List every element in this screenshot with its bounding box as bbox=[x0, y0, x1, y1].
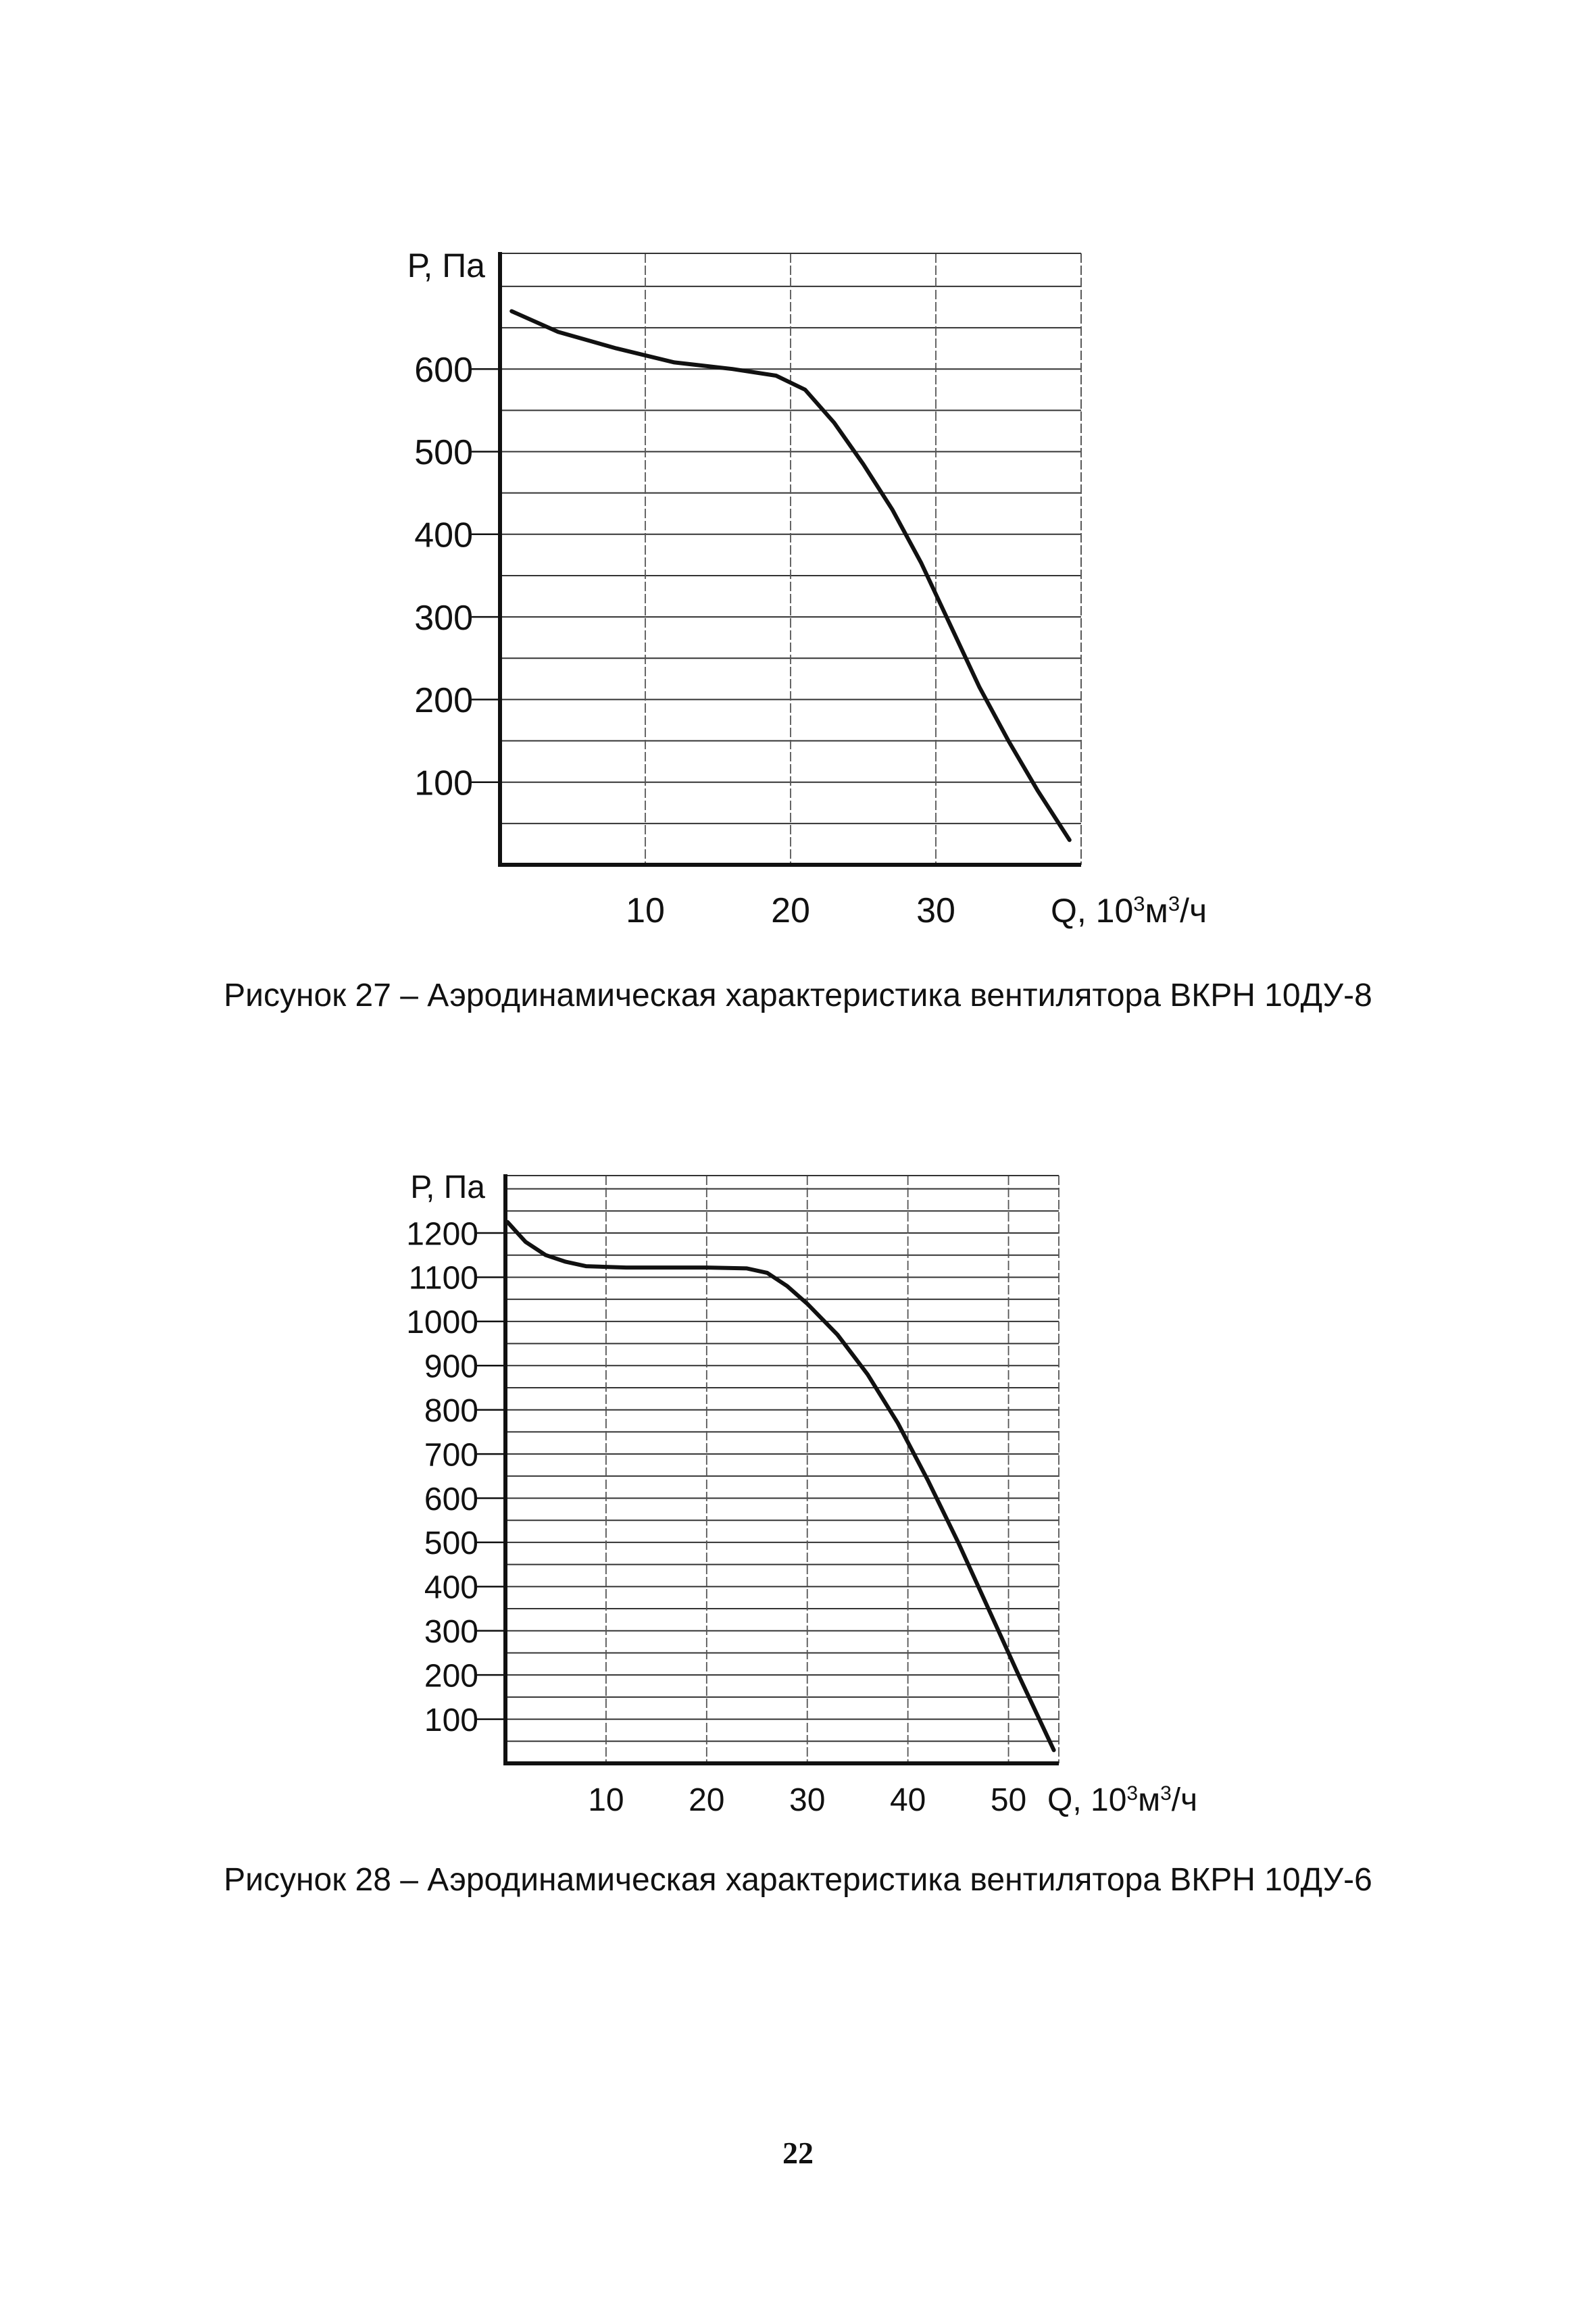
x-tick-label: 30 bbox=[789, 1782, 825, 1818]
y-tick-label: 1100 bbox=[409, 1261, 478, 1297]
page-number: 22 bbox=[782, 2136, 814, 2170]
y-tick-label: 900 bbox=[424, 1349, 478, 1385]
series-line bbox=[505, 1219, 1056, 1753]
y-tick-label: 800 bbox=[424, 1393, 478, 1429]
y-tick-label: 200 bbox=[424, 1658, 478, 1694]
y-tick-label: 400 bbox=[424, 1570, 478, 1606]
chart-fig27: 100 200 300 400 500 600 10 20 30 Р, Па Q, 103м3/ч bbox=[407, 247, 1207, 930]
x-axis-label: Q, 103м3/ч bbox=[1051, 892, 1207, 930]
x-tick-label: 40 bbox=[890, 1782, 926, 1818]
y-axis-label: Р, Па bbox=[410, 1169, 485, 1205]
y-tick-label: 300 bbox=[424, 1614, 478, 1650]
x-tick-label: 10 bbox=[626, 891, 665, 930]
y-tick-label: 500 bbox=[414, 433, 473, 472]
y-tick-label: 200 bbox=[414, 681, 473, 720]
y-tick-label: 600 bbox=[414, 351, 473, 390]
series-line bbox=[509, 309, 1072, 842]
chart-fig28: 100 200 300 400 500 600 700 800 900 1000 1100 1200 1… bbox=[406, 1169, 1197, 1819]
y-tick-label: 400 bbox=[414, 516, 473, 555]
y-axis-label: Р, Па bbox=[407, 247, 486, 284]
caption-fig28: Рисунок 28 – Аэродинамическая характерис… bbox=[224, 1862, 1372, 1898]
y-tick-label: 500 bbox=[424, 1526, 478, 1561]
y-tick-label: 600 bbox=[424, 1482, 478, 1517]
y-tick-label: 100 bbox=[414, 763, 473, 803]
x-tick-label: 50 bbox=[991, 1782, 1026, 1818]
caption-fig27: Рисунок 27 – Аэродинамическая характерис… bbox=[224, 978, 1372, 1013]
x-tick-label: 20 bbox=[771, 891, 810, 930]
y-tick-label: 700 bbox=[424, 1437, 478, 1473]
x-axis-label: Q, 103м3/ч bbox=[1047, 1782, 1197, 1819]
y-tick-label: 1200 bbox=[406, 1216, 478, 1252]
y-tick-label: 300 bbox=[414, 599, 473, 638]
x-tick-label: 30 bbox=[916, 891, 955, 930]
y-tick-label: 100 bbox=[424, 1703, 478, 1738]
x-tick-label: 10 bbox=[588, 1782, 624, 1818]
x-tick-label: 20 bbox=[689, 1782, 724, 1818]
y-tick-label: 1000 bbox=[406, 1305, 478, 1340]
